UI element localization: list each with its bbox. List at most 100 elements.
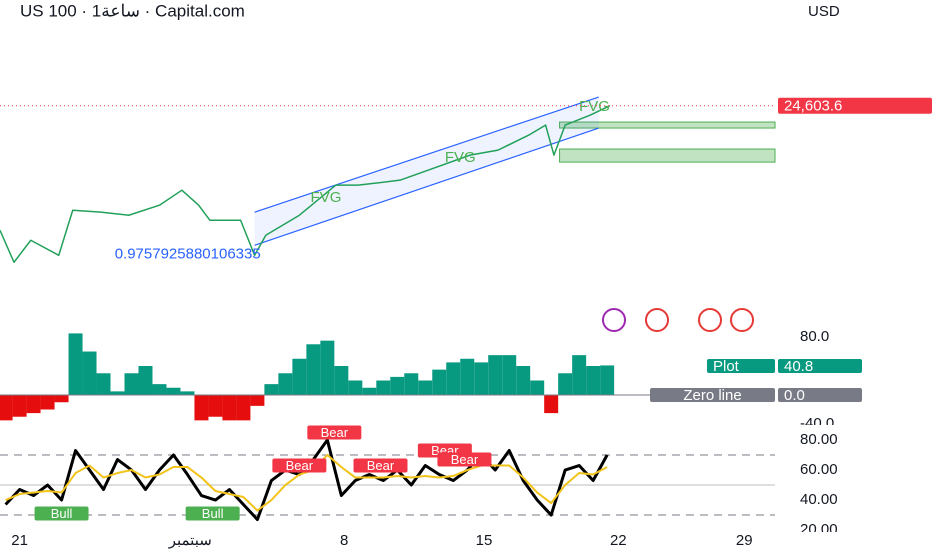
icon bbox=[730, 308, 754, 332]
event-icons bbox=[602, 308, 754, 332]
histogram-bar bbox=[334, 366, 349, 395]
signal-label: Bear bbox=[321, 425, 349, 440]
channel-upper bbox=[254, 96, 599, 213]
icon bbox=[602, 308, 626, 332]
histogram-bar bbox=[110, 391, 125, 395]
x-tick-label: 29 bbox=[736, 532, 753, 549]
histogram-bar bbox=[558, 373, 573, 395]
y-tick-label: 20.00 bbox=[800, 521, 838, 538]
histogram-bar bbox=[54, 395, 69, 403]
histogram-bar bbox=[446, 362, 461, 395]
oscillator-pane: 80.0 -40.0 bbox=[0, 328, 834, 432]
zone bbox=[559, 148, 776, 163]
icon bbox=[645, 308, 669, 332]
legend-plot-bg bbox=[707, 359, 775, 373]
signal-label: Bull bbox=[202, 506, 224, 521]
channel-lower bbox=[254, 127, 599, 246]
histogram-bar bbox=[376, 380, 391, 395]
histogram-bar bbox=[236, 395, 251, 421]
legend-zero: Zero line bbox=[683, 387, 741, 404]
x-tick-label: 22 bbox=[610, 532, 627, 549]
histogram-bar bbox=[264, 384, 279, 395]
icon bbox=[698, 308, 722, 332]
last-price-label-bg bbox=[778, 97, 932, 114]
histogram-bar bbox=[488, 355, 503, 395]
histogram-bar bbox=[68, 333, 83, 395]
histogram-bar bbox=[278, 373, 293, 395]
signal-label: Bear bbox=[286, 458, 314, 473]
signal-badge bbox=[353, 458, 408, 473]
legend-plot-value-bg bbox=[778, 359, 862, 373]
annotation: FVG bbox=[445, 149, 476, 166]
histogram-bar bbox=[348, 380, 363, 395]
histogram-bar bbox=[474, 362, 489, 395]
y-tick-label: -40.0 bbox=[800, 415, 834, 432]
currency-label: USD bbox=[808, 3, 840, 20]
last-price-label: 24,603.6 bbox=[784, 98, 842, 115]
chart-title: US 100 · 1ساعة · Capital.com bbox=[20, 1, 245, 20]
histogram-bar bbox=[544, 395, 559, 414]
zone bbox=[559, 121, 776, 129]
price-line bbox=[0, 104, 611, 264]
signal-label: Bear bbox=[451, 452, 479, 467]
histogram-bar bbox=[180, 391, 195, 395]
histogram-bar bbox=[418, 380, 433, 395]
histogram-bar bbox=[600, 365, 615, 395]
histogram-bar bbox=[152, 384, 167, 395]
signal-badge bbox=[34, 506, 89, 521]
histogram-bar bbox=[194, 395, 209, 421]
histogram-bar bbox=[82, 351, 97, 395]
histogram-bar bbox=[26, 395, 41, 414]
legend-plot: Plot bbox=[713, 358, 740, 375]
histogram-bar bbox=[40, 395, 55, 410]
x-tick-label: 8 bbox=[340, 532, 348, 549]
signal-label: Bull bbox=[51, 506, 73, 521]
y-tick-label: 60.00 bbox=[800, 461, 838, 478]
histogram-bar bbox=[586, 366, 601, 395]
signal-badge bbox=[307, 425, 362, 440]
histogram-bar bbox=[460, 358, 475, 395]
histogram-bar bbox=[96, 373, 111, 395]
x-tick-label: 21 bbox=[11, 532, 28, 549]
histogram-bar bbox=[432, 369, 447, 395]
histogram-bar bbox=[208, 395, 223, 417]
histogram-bar bbox=[320, 340, 335, 395]
y-tick-label: 80.0 bbox=[800, 328, 829, 345]
signal-badge bbox=[185, 506, 240, 521]
histogram-bar bbox=[138, 366, 153, 395]
x-tick-label: 15 bbox=[476, 532, 493, 549]
histogram-bar bbox=[390, 376, 405, 395]
histogram-bar bbox=[292, 358, 307, 395]
annotation: FVG bbox=[579, 98, 610, 115]
histogram-bar bbox=[306, 344, 321, 395]
histogram-bar bbox=[222, 395, 237, 421]
histogram-bar bbox=[572, 355, 587, 395]
signal-badge bbox=[437, 452, 492, 467]
histogram-bar bbox=[530, 380, 545, 395]
annotation: FVG bbox=[311, 189, 342, 206]
histogram-bar bbox=[362, 387, 377, 395]
legend-zero-value: 0.0 bbox=[784, 387, 805, 404]
histogram-bar bbox=[124, 373, 139, 395]
histogram-bar bbox=[516, 366, 531, 395]
x-tick-label: سبتمبر bbox=[168, 532, 212, 549]
histogram-bar bbox=[166, 387, 181, 395]
legend-plot-value: 40.8 bbox=[784, 358, 813, 375]
y-tick-label: 40.00 bbox=[800, 491, 838, 508]
histogram-bar bbox=[250, 395, 265, 406]
histogram-bar bbox=[404, 373, 419, 395]
price-pane: 0.9757925880106335FVGFVGFVG25,100.024,70… bbox=[0, 96, 776, 264]
legend-zero-bg bbox=[650, 388, 775, 402]
y-tick-label: 80.00 bbox=[800, 431, 838, 448]
annotation: 0.9757925880106335 bbox=[115, 245, 261, 262]
histogram-bar bbox=[502, 355, 517, 395]
histogram-bar bbox=[0, 395, 13, 421]
histogram-bar bbox=[12, 395, 27, 417]
x-axis: 21 سبتمبر 8 15 22 29 bbox=[11, 532, 752, 549]
legend-zero-value-bg bbox=[778, 388, 862, 402]
signal-badge bbox=[272, 458, 327, 473]
signal-label: Bear bbox=[367, 458, 395, 473]
